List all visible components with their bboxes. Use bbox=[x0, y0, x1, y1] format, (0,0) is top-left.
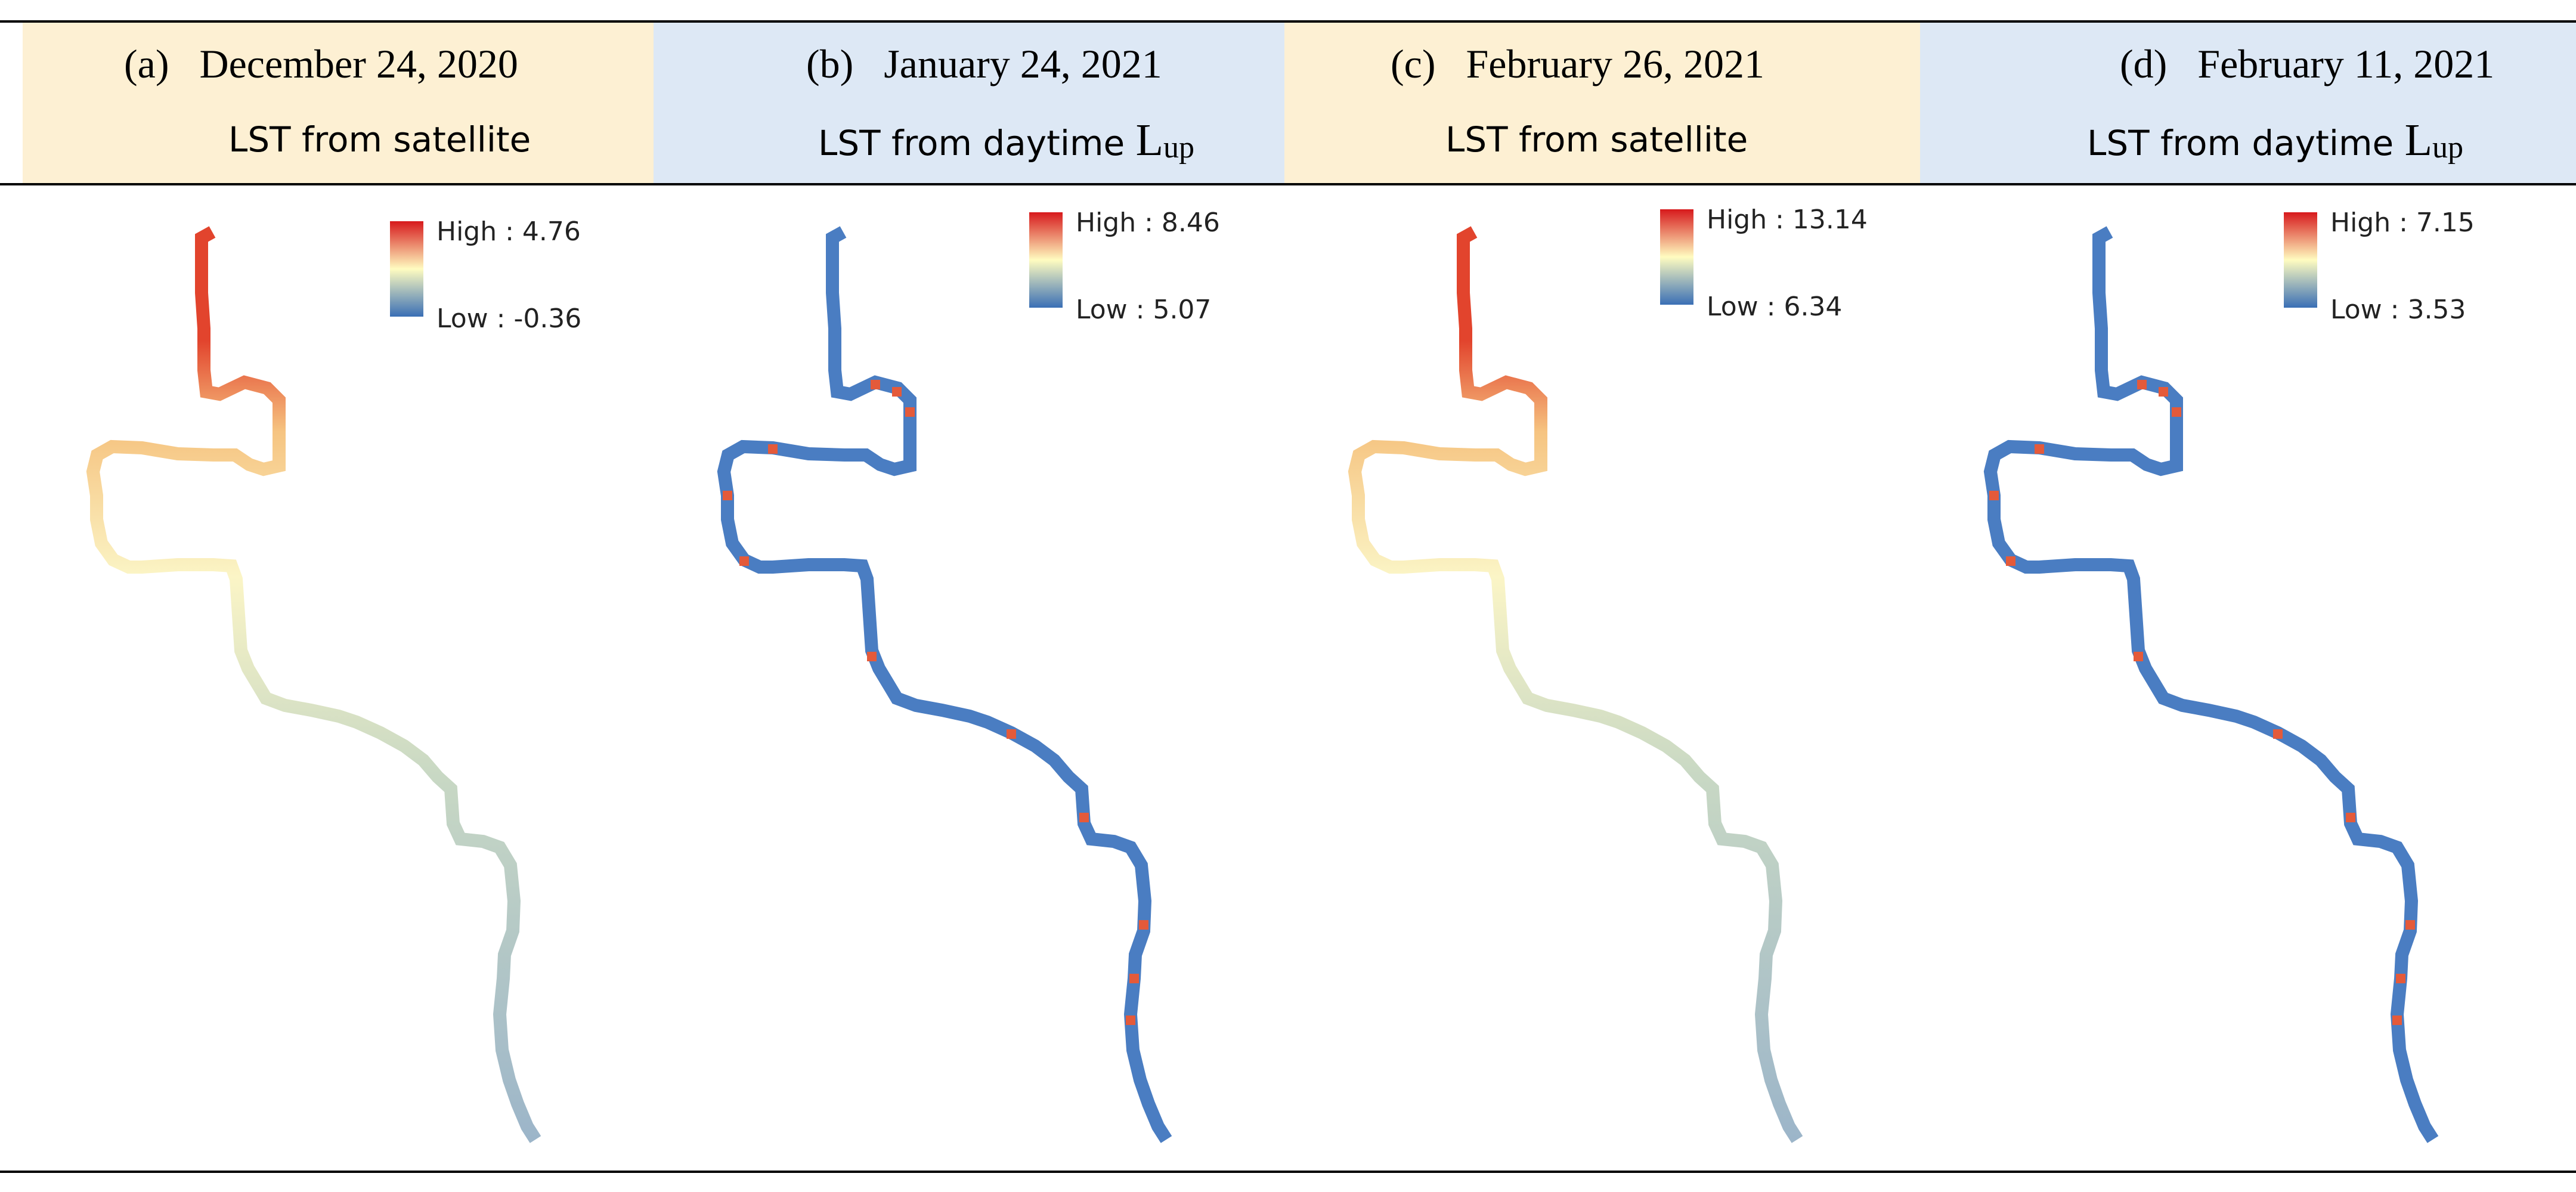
panel-b-subtitle-text: LST from daytime bbox=[818, 123, 1125, 163]
panel-c-legend-low: Low : 6.34 bbox=[1707, 292, 1843, 322]
panel-a-header: (a) December 24, 2020 LST from satellite bbox=[23, 23, 654, 183]
panel-b-legend-low: Low : 5.07 bbox=[1076, 295, 1212, 325]
hot-pixel bbox=[1126, 1015, 1135, 1025]
hot-pixel bbox=[2273, 729, 2283, 739]
hot-pixel bbox=[2006, 556, 2015, 566]
panel-c-legend-ramp bbox=[1660, 209, 1693, 305]
hot-pixel bbox=[1079, 813, 1089, 822]
panel-d-legend-high: High : 7.15 bbox=[2330, 208, 2475, 238]
hot-pixel bbox=[2172, 407, 2181, 417]
panel-d-header: (d) February 11, 2021 LST from daytime L… bbox=[1920, 23, 2576, 183]
river-course bbox=[1983, 226, 2439, 1143]
hot-pixel bbox=[1139, 920, 1148, 930]
panel-a-subtitle: LST from satellite bbox=[228, 119, 531, 160]
hot-pixel bbox=[1007, 729, 1016, 739]
header-rule bbox=[0, 183, 2576, 185]
panel-d-map: High : 7.15 Low : 3.53 bbox=[1920, 185, 2576, 1169]
panel-b-legend-ramp bbox=[1029, 212, 1063, 308]
panel-a-legend-high: High : 4.76 bbox=[436, 216, 581, 247]
panel-c-legend-high: High : 13.14 bbox=[1707, 205, 1868, 235]
hot-pixel bbox=[1989, 491, 1999, 500]
hot-pixel bbox=[905, 407, 915, 417]
panel-a-map: High : 4.76 Low : -0.36 bbox=[23, 185, 654, 1169]
panel-c-subtitle: LST from satellite bbox=[1445, 119, 1748, 160]
panel-d-subtitle-text: LST from daytime bbox=[2087, 123, 2394, 163]
hot-pixel bbox=[2035, 444, 2044, 454]
hot-pixel bbox=[1129, 974, 1139, 983]
hot-pixel bbox=[2346, 813, 2355, 822]
panel-d-river bbox=[1983, 226, 2439, 1143]
top-rule bbox=[0, 20, 2576, 23]
panel-a-legend-ramp bbox=[390, 221, 423, 317]
panel-b-lup-symbol: Lup bbox=[1135, 115, 1195, 165]
panel-a-legend-low: Low : -0.36 bbox=[436, 304, 582, 334]
panel-a-letter: (a) bbox=[124, 41, 169, 86]
river-course bbox=[1348, 226, 1803, 1143]
panel-b-map: High : 8.46 Low : 5.07 bbox=[654, 185, 1284, 1169]
bottom-rule bbox=[0, 1171, 2576, 1173]
panel-b-legend-high: High : 8.46 bbox=[1076, 208, 1220, 238]
river-course bbox=[717, 226, 1172, 1143]
panel-b-header: (b) January 24, 2021 LST from daytime Lu… bbox=[654, 23, 1284, 183]
panel-c-header: (c) February 26, 2021 LST from satellite bbox=[1284, 23, 1920, 183]
panel-a-river bbox=[86, 226, 541, 1143]
hot-pixel bbox=[768, 444, 778, 454]
hot-pixel bbox=[867, 652, 877, 661]
panel-c-river bbox=[1348, 226, 1803, 1143]
hot-pixel bbox=[2137, 380, 2147, 389]
panel-c-map: High : 13.14 Low : 6.34 bbox=[1284, 185, 1920, 1169]
river-course bbox=[86, 226, 541, 1143]
panel-d-letter: (d) bbox=[2120, 41, 2168, 86]
panel-c-title: (c) February 26, 2021 bbox=[1391, 41, 1764, 88]
panel-b-river bbox=[717, 226, 1172, 1143]
panel-c-date: February 26, 2021 bbox=[1466, 41, 1764, 86]
hot-pixel bbox=[871, 380, 880, 389]
hot-pixel bbox=[2159, 387, 2168, 397]
panel-b-date: January 24, 2021 bbox=[884, 41, 1162, 86]
hot-pixel bbox=[2134, 652, 2143, 661]
hot-pixel bbox=[2405, 920, 2415, 930]
panel-c-letter: (c) bbox=[1391, 41, 1436, 86]
panel-b-title: (b) January 24, 2021 bbox=[806, 41, 1162, 88]
hot-pixel bbox=[723, 491, 732, 500]
panel-d-legend-low: Low : 3.53 bbox=[2330, 295, 2466, 325]
hot-pixel bbox=[892, 387, 902, 397]
panel-d-lup-symbol: Lup bbox=[2404, 115, 2464, 165]
panel-b-letter: (b) bbox=[806, 41, 854, 86]
panel-a-date: December 24, 2020 bbox=[199, 41, 518, 86]
panel-d-title: (d) February 11, 2021 bbox=[2120, 41, 2494, 88]
hot-pixel bbox=[2396, 974, 2405, 983]
panel-d-subtitle: LST from daytime Lup bbox=[2087, 114, 2463, 166]
hot-pixel bbox=[739, 556, 749, 566]
panel-d-date: February 11, 2021 bbox=[2197, 41, 2495, 86]
panel-a-title: (a) December 24, 2020 bbox=[124, 41, 518, 88]
hot-pixel bbox=[2392, 1015, 2402, 1025]
panel-b-subtitle: LST from daytime Lup bbox=[818, 114, 1194, 166]
panel-d-legend-ramp bbox=[2284, 212, 2317, 308]
